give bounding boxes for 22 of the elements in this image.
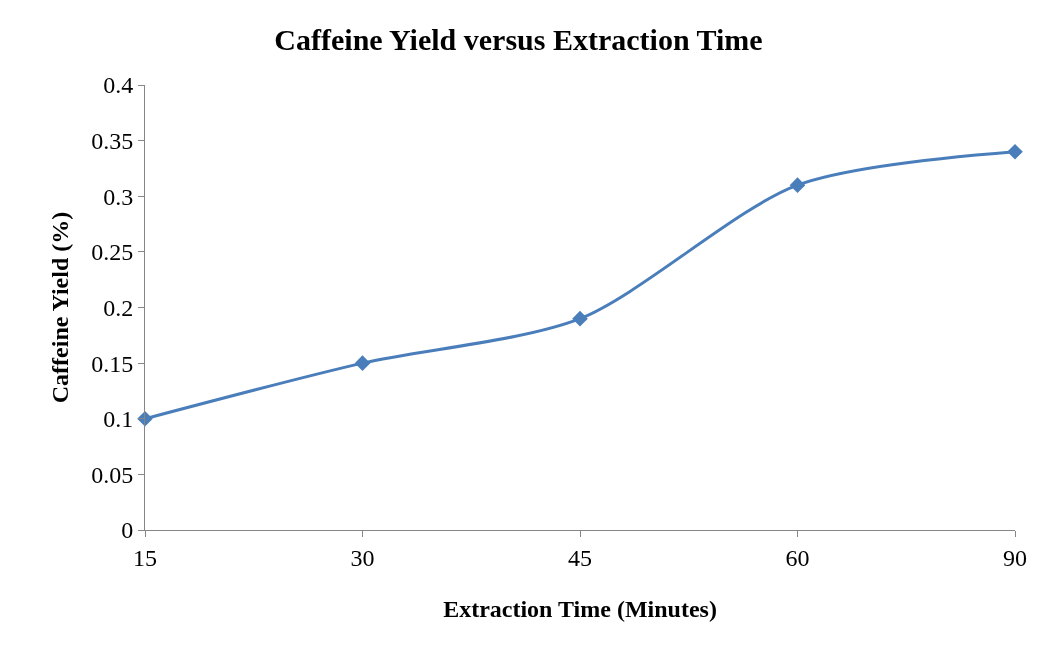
y-tick-label: 0.1	[103, 406, 134, 433]
point	[354, 355, 371, 371]
y-tick-label: 0.2	[103, 294, 134, 321]
y-axis-title: Caffeine Yield (%)	[47, 211, 74, 404]
x-tick-label: 30	[350, 544, 375, 571]
y-tick-label: 0.3	[103, 183, 134, 210]
chart-title: Caffeine Yield versus Extraction Time	[274, 23, 763, 57]
y-tick-label: 0.25	[91, 239, 134, 266]
x-tick-label: 60	[785, 544, 810, 571]
x-tick-label: 15	[133, 544, 157, 571]
x-tick-label: 45	[568, 544, 592, 571]
y-tick-label: 0	[121, 517, 134, 544]
y-tick-label: 0.05	[91, 461, 134, 488]
y-tick-label: 0.35	[91, 128, 134, 155]
point	[572, 310, 588, 327]
y-tick-label: 0.15	[91, 350, 134, 377]
x-tick-label: 90	[1003, 544, 1027, 571]
point	[137, 410, 153, 427]
y-tick-label: 0.4	[103, 72, 134, 99]
point	[789, 177, 806, 193]
x-axis-title: Extraction Time (Minutes)	[443, 596, 717, 623]
point	[1007, 143, 1023, 160]
